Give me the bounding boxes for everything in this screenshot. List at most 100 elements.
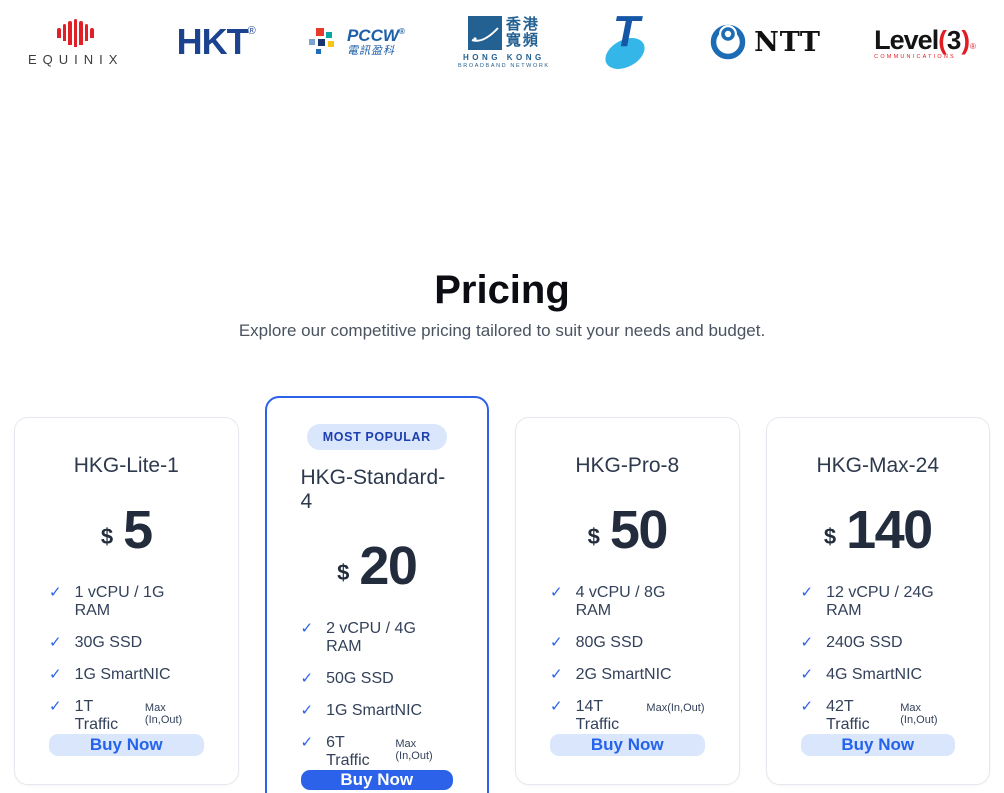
level3-logo: Level(3) ® COMMUNICATIONS: [874, 25, 976, 60]
level3-communications-text: COMMUNICATIONS: [874, 53, 956, 60]
pccw-logo: PCCW® 電訊盈科: [308, 26, 405, 58]
feature-item: ✓ 42T Traffic Max (In,Out): [801, 697, 956, 734]
pccw-registered-mark: ®: [398, 26, 405, 36]
currency-symbol: $: [100, 524, 114, 549]
feature-text: 2G SmartNIC: [575, 666, 672, 683]
hkt-logo: HKT®: [177, 21, 256, 63]
pricing-card-hkg-standard-4: MOST POPULAR HKG-Standard-4 $ 20 ✓ 2 vCPU…: [264, 396, 489, 793]
buy-now-button[interactable]: Buy Now: [550, 734, 705, 756]
buy-now-button[interactable]: Buy Now: [49, 734, 204, 756]
equinix-mark-icon: [57, 18, 94, 48]
hkbn-square-icon: [467, 15, 502, 50]
feature-list: ✓ 4 vCPU / 8G RAM ✓ 80G SSD ✓ 2G SmartNIC ✓…: [550, 583, 705, 734]
plan-price: $ 50: [587, 503, 669, 557]
feature-text: 1G SmartNIC: [74, 666, 171, 683]
feature-text: 1G SmartNIC: [326, 702, 423, 719]
price-amount: 20: [359, 536, 418, 596]
feature-sup: Max (In,Out): [144, 702, 183, 726]
currency-symbol: $: [823, 524, 837, 549]
currency-symbol: $: [337, 560, 350, 585]
check-icon: ✓: [550, 634, 563, 651]
feature-list: ✓ 12 vCPU / 24G RAM ✓ 240G SSD ✓ 4G SmartNI…: [801, 583, 956, 734]
hkbn-broadband-text: BROADBAND NETWORK: [458, 62, 550, 69]
feature-item: ✓ 80G SSD: [550, 633, 705, 652]
buy-now-button[interactable]: Buy Now: [300, 770, 453, 790]
feature-text: 80G SSD: [575, 634, 644, 651]
feature-text: 4 vCPU / 8G RAM: [575, 584, 666, 619]
feature-text: 50G SSD: [326, 670, 394, 687]
check-icon: ✓: [550, 584, 563, 601]
feature-text: 14T Traffic: [575, 698, 620, 733]
hkbn-chinese-line1: 香港: [505, 15, 540, 33]
plan-name: HKG-Pro-8: [575, 454, 680, 477]
partner-logo-bar: EQUINIX HKT® PCCW® 電訊盈科: [0, 0, 1004, 84]
hkt-registered-mark: ®: [247, 25, 256, 37]
feature-item: ✓ 12 vCPU / 24G RAM: [801, 583, 956, 620]
check-icon: ✓: [300, 670, 314, 687]
hkbn-logo: 香港 寬頻 HONG KONG BROADBAND NETWORK: [458, 15, 550, 69]
feature-item: ✓ 1G SmartNIC: [49, 665, 204, 684]
pccw-mosaic-icon: [308, 27, 339, 57]
ntt-logo: NTT: [708, 22, 821, 62]
feature-list: ✓ 2 vCPU / 4G RAM ✓ 50G SSD ✓ 1G SmartNIC ✓…: [301, 619, 454, 770]
pricing-card-hkg-max-24: HKG-Max-24 $ 140 ✓ 12 vCPU / 24G RAM ✓ 240…: [765, 417, 990, 785]
page-title: Pricing: [434, 268, 570, 312]
level3-digit: 3: [946, 24, 962, 55]
check-icon: ✓: [49, 666, 62, 683]
price-amount: 140: [846, 500, 933, 560]
buy-now-button[interactable]: Buy Now: [800, 734, 955, 756]
plan-price: $ 140: [823, 500, 933, 560]
feature-item: ✓ 14T Traffic Max(In,Out): [550, 697, 705, 734]
check-icon: ✓: [800, 698, 814, 715]
feature-item: ✓ 4G SmartNIC: [801, 665, 956, 684]
telstra-t-letter: T: [612, 7, 640, 56]
level3-registered-mark: ®: [970, 41, 976, 51]
hkt-wordmark: HKT: [176, 21, 249, 62]
plan-price: $ 5: [100, 503, 153, 557]
pricing-card-hkg-lite-1: HKG-Lite-1 $ 5 ✓ 1 vCPU / 1G RAM ✓ 30G SSD…: [14, 417, 239, 785]
feature-text: 1 vCPU / 1G RAM: [74, 584, 165, 619]
check-icon: ✓: [800, 634, 814, 651]
pricing-cards: HKG-Lite-1 $ 5 ✓ 1 vCPU / 1G RAM ✓ 30G SSD…: [0, 396, 1004, 793]
feature-item: ✓ 1T Traffic Max (In,Out): [49, 697, 204, 734]
feature-item: ✓ 2G SmartNIC: [550, 665, 705, 684]
check-icon: ✓: [300, 734, 314, 751]
plan-price: $ 20: [337, 536, 418, 596]
hkbn-hongkong-text: HONG KONG: [462, 52, 545, 62]
pricing-card-hkg-pro-8: HKG-Pro-8 $ 50 ✓ 4 vCPU / 8G RAM ✓ 80G SSD…: [515, 417, 740, 785]
feature-text: 12 vCPU / 24G RAM: [826, 584, 934, 619]
feature-item: ✓ 1G SmartNIC: [301, 701, 454, 720]
feature-sup: Max(In,Out): [646, 702, 705, 714]
ntt-ring-icon: [710, 24, 746, 60]
feature-text: 4G SmartNIC: [826, 666, 923, 683]
level3-open-paren: (: [938, 24, 947, 55]
equinix-wordmark: EQUINIX: [28, 51, 124, 67]
check-icon: ✓: [49, 698, 62, 715]
feature-item: ✓ 50G SSD: [301, 669, 454, 688]
check-icon: ✓: [550, 698, 563, 715]
check-icon: ✓: [300, 620, 314, 637]
plan-name: HKG-Lite-1: [73, 454, 179, 477]
feature-item: ✓ 2 vCPU / 4G RAM: [301, 619, 454, 656]
feature-text: 42T Traffic: [826, 698, 870, 733]
check-icon: ✓: [300, 702, 314, 719]
check-icon: ✓: [49, 584, 62, 601]
ntt-wordmark: NTT: [754, 26, 821, 58]
feature-item: ✓ 6T Traffic Max (In,Out): [301, 733, 454, 770]
check-icon: ✓: [550, 666, 563, 683]
feature-item: ✓ 30G SSD: [49, 633, 204, 652]
feature-text: 240G SSD: [826, 634, 903, 651]
check-icon: ✓: [800, 666, 814, 683]
check-icon: ✓: [49, 634, 62, 651]
feature-item: ✓ 1 vCPU / 1G RAM: [49, 583, 204, 620]
plan-name: HKG-Max-24: [816, 454, 940, 477]
pccw-chinese-text: 電訊盈科: [346, 45, 395, 58]
most-popular-badge: MOST POPULAR: [306, 424, 447, 450]
equinix-logo: EQUINIX: [28, 18, 123, 67]
currency-symbol: $: [587, 524, 600, 549]
level3-wordmark: Level: [874, 24, 939, 55]
feature-text: 6T Traffic: [326, 734, 370, 769]
feature-text: 2 vCPU / 4G RAM: [326, 620, 416, 655]
feature-item: ✓ 240G SSD: [801, 633, 956, 652]
plan-name: HKG-Standard-4: [300, 466, 446, 513]
